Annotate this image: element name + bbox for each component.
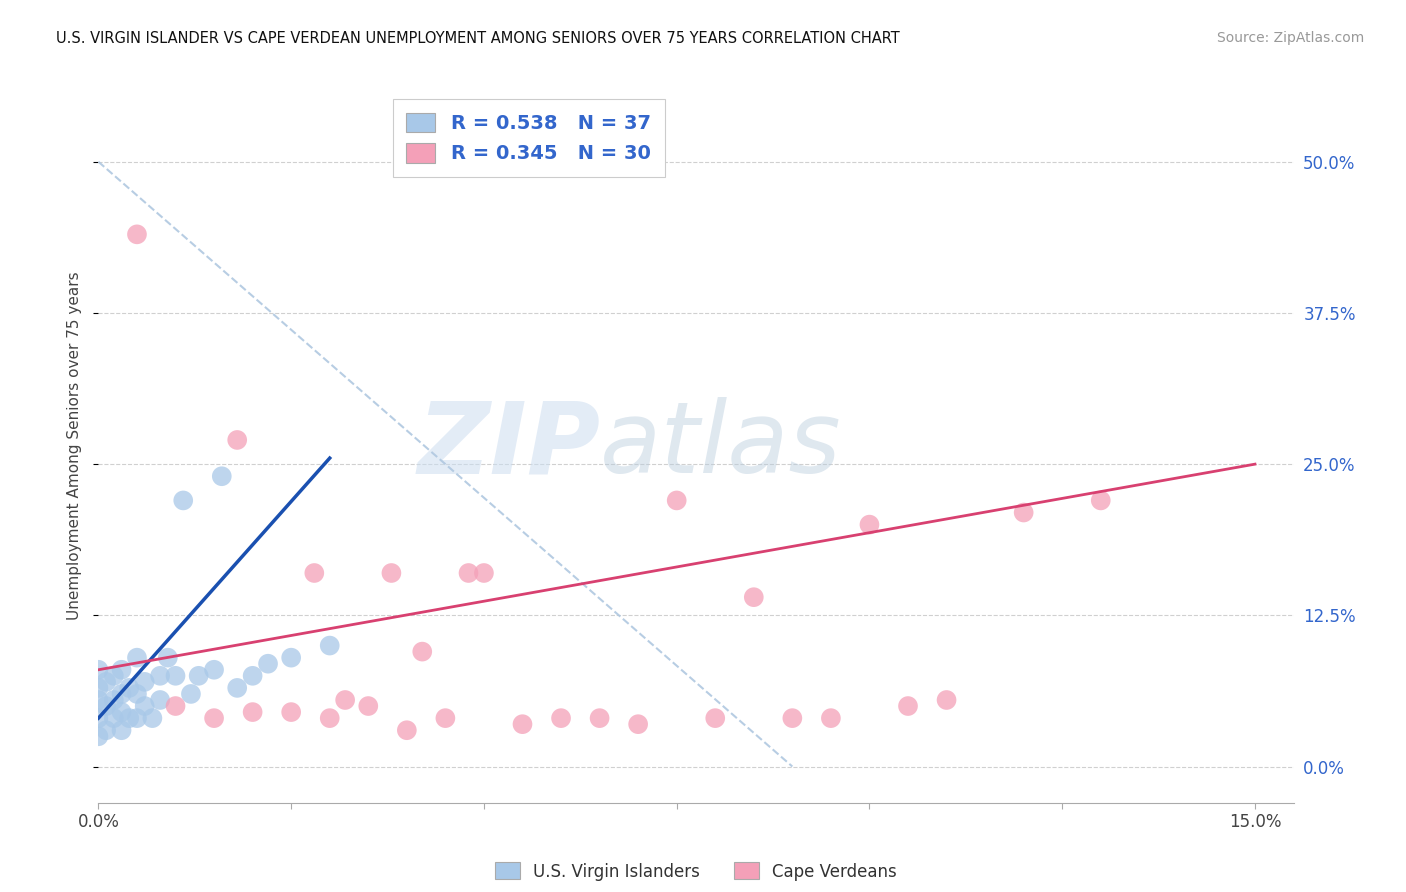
Point — [395, 723, 418, 738]
Point — [118, 711, 141, 725]
Point — [1090, 493, 1112, 508]
Point — [110, 705, 132, 719]
Point — [125, 687, 148, 701]
Point — [319, 639, 342, 653]
Point — [550, 711, 572, 725]
Point — [357, 699, 380, 714]
Point — [304, 566, 326, 580]
Point — [94, 699, 117, 714]
Point — [141, 711, 163, 725]
Text: Source: ZipAtlas.com: Source: ZipAtlas.com — [1216, 31, 1364, 45]
Point — [434, 711, 457, 725]
Point — [512, 717, 534, 731]
Point — [110, 687, 132, 701]
Point — [319, 711, 342, 725]
Point — [742, 590, 765, 604]
Point — [588, 711, 610, 725]
Point — [333, 693, 356, 707]
Point — [665, 493, 688, 508]
Point — [125, 711, 148, 725]
Point — [280, 650, 302, 665]
Point — [103, 669, 125, 683]
Point — [103, 711, 125, 725]
Point — [211, 469, 233, 483]
Point — [94, 723, 117, 738]
Point — [187, 669, 209, 683]
Point — [149, 693, 172, 707]
Point — [87, 681, 110, 695]
Point — [180, 687, 202, 701]
Point — [156, 650, 179, 665]
Point — [87, 663, 110, 677]
Point — [627, 717, 650, 731]
Point — [149, 669, 172, 683]
Point — [110, 663, 132, 677]
Point — [411, 645, 433, 659]
Point — [280, 705, 302, 719]
Point — [472, 566, 495, 580]
Point — [202, 711, 225, 725]
Point — [202, 663, 225, 677]
Legend: U.S. Virgin Islanders, Cape Verdeans: U.S. Virgin Islanders, Cape Verdeans — [488, 855, 904, 888]
Point — [87, 711, 110, 725]
Point — [87, 729, 110, 743]
Point — [782, 711, 804, 725]
Point — [110, 723, 132, 738]
Point — [94, 674, 117, 689]
Text: ZIP: ZIP — [418, 398, 600, 494]
Point — [257, 657, 280, 671]
Point — [226, 433, 249, 447]
Point — [1012, 506, 1035, 520]
Point — [820, 711, 842, 725]
Point — [226, 681, 249, 695]
Point — [165, 699, 187, 714]
Point — [134, 674, 156, 689]
Point — [87, 693, 110, 707]
Point — [125, 650, 148, 665]
Point — [134, 699, 156, 714]
Point — [125, 227, 148, 242]
Text: U.S. VIRGIN ISLANDER VS CAPE VERDEAN UNEMPLOYMENT AMONG SENIORS OVER 75 YEARS CO: U.S. VIRGIN ISLANDER VS CAPE VERDEAN UNE… — [56, 31, 900, 46]
Point — [242, 705, 264, 719]
Y-axis label: Unemployment Among Seniors over 75 years: Unemployment Among Seniors over 75 years — [67, 272, 83, 620]
Point — [457, 566, 479, 580]
Point — [118, 681, 141, 695]
Point — [704, 711, 727, 725]
Point — [380, 566, 402, 580]
Point — [935, 693, 957, 707]
Point — [165, 669, 187, 683]
Point — [242, 669, 264, 683]
Point — [103, 693, 125, 707]
Text: atlas: atlas — [600, 398, 842, 494]
Point — [897, 699, 920, 714]
Point — [858, 517, 880, 532]
Point — [172, 493, 194, 508]
